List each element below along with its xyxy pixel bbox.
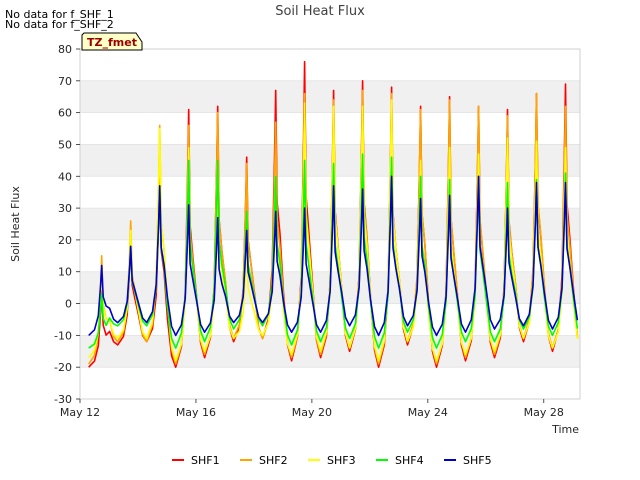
y-tick-label: 60 (58, 107, 72, 120)
grid-band (80, 335, 580, 368)
grid-band (80, 80, 580, 113)
no-data-note-1: No data for f_SHF_1 (5, 8, 114, 21)
tz-badge-shape (81, 32, 143, 51)
chart-title: Soil Heat Flux (275, 4, 365, 19)
legend-label: SHF2 (259, 454, 288, 467)
grid-band (80, 176, 580, 209)
legend: SHF1 SHF2 SHF3 SHF4 SHF5 (172, 454, 492, 467)
y-tick-label: 80 (58, 43, 72, 56)
y-axis-title: Soil Heat Flux (9, 186, 22, 262)
grid-band (80, 303, 580, 336)
series-lines (88, 60, 579, 368)
grid-band (80, 49, 580, 81)
y-tick-label: -10 (54, 329, 72, 342)
legend-item-shf2: SHF2 (240, 454, 288, 467)
tz-label: TZ_fmet (87, 36, 137, 49)
y-tick-label: -20 (54, 361, 72, 374)
x-axis: May 12 May 16 May 20 May 24 May 28 (60, 399, 564, 419)
y-tick-label: 40 (58, 170, 72, 183)
legend-label: SHF5 (463, 454, 492, 467)
legend-label: SHF3 (327, 454, 356, 467)
legend-item-shf5: SHF5 (444, 454, 492, 467)
y-tick-label: 10 (58, 266, 72, 279)
y-axis: -30 -20 -10 0 10 20 30 40 50 60 70 80 (54, 43, 80, 406)
grid-band (80, 367, 580, 399)
tz-label-badge: TZ_fmet (81, 32, 143, 51)
grid-band (80, 144, 580, 177)
y-tick-label: 30 (58, 202, 72, 215)
y-tick-label: 50 (58, 138, 72, 151)
y-tick-label: -30 (54, 393, 72, 406)
grid-band (80, 112, 580, 145)
no-data-note-2: No data for f_SHF_2 (5, 18, 114, 31)
grid-band (80, 208, 580, 240)
series-line-shf4 (88, 153, 579, 349)
x-tick-label: May 24 (408, 406, 448, 419)
y-tick-label: 20 (58, 234, 72, 247)
x-tick-label: May 28 (524, 406, 564, 419)
x-tick-label: May 16 (176, 406, 216, 419)
x-tick-label: May 20 (292, 406, 332, 419)
series-line-shf5 (88, 175, 579, 337)
y-tick-label: 0 (65, 298, 72, 311)
x-axis-title: Time (551, 423, 579, 436)
plot-frame (79, 48, 581, 400)
legend-label: SHF1 (191, 454, 220, 467)
legend-item-shf4: SHF4 (376, 454, 424, 467)
legend-item-shf3: SHF3 (308, 454, 356, 467)
legend-label: SHF4 (395, 454, 424, 467)
x-tick-label: May 12 (60, 406, 100, 419)
y-tick-label: 70 (58, 75, 72, 88)
legend-item-shf1: SHF1 (172, 454, 220, 467)
